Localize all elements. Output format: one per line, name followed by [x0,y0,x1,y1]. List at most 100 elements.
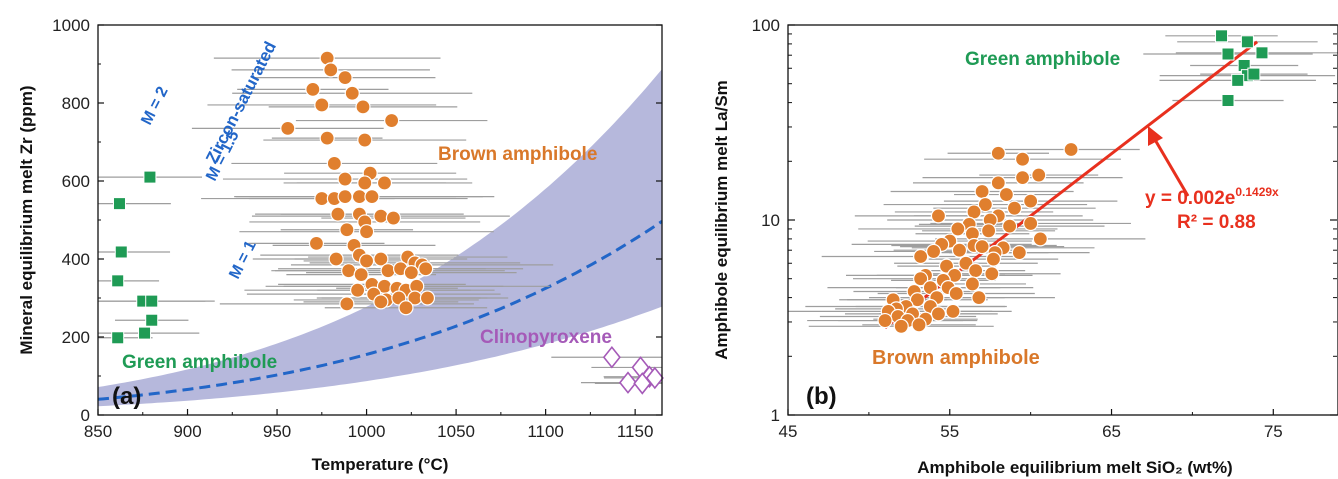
point-brown-amphibole [1031,167,1047,183]
x-tick-label-a: 1000 [348,422,386,441]
point-brown-amphibole [305,81,321,97]
data-points-a [111,50,664,395]
point-brown-amphibole [1063,141,1079,158]
point-green-amphibole [1231,73,1245,87]
zircon-saturated-curve [98,220,662,401]
point-brown-amphibole [323,62,339,78]
point-green-amphibole [111,274,125,288]
point-brown-amphibole [403,265,419,281]
point-brown-amphibole [328,251,344,267]
x-tick-label-b: 45 [779,422,798,441]
point-brown-amphibole [339,296,355,312]
series-label-green-b: Green amphibole [965,49,1120,70]
series-label-brown-b: Brown amphibole [872,347,1040,369]
zircon-saturation-band [98,69,662,407]
axes-b: 45 55 65 75 1 10 100 [752,16,1337,441]
chart-panel-b: 45 55 65 75 1 10 100 Amphibole equilibrium mel… [712,16,1338,477]
point-brown-amphibole [337,70,353,86]
point-brown-amphibole [308,235,325,251]
y-tick-label-b: 100 [752,16,780,35]
point-brown-amphibole [990,175,1006,191]
series-label-green-a: Green amphibole [122,352,277,373]
point-brown-amphibole [314,190,330,207]
point-green-amphibole [143,170,157,184]
point-green-amphibole [1221,94,1235,108]
point-brown-amphibole [964,276,981,292]
point-brown-amphibole [355,99,371,115]
point-green-amphibole [1221,47,1235,61]
point-brown-amphibole [980,223,997,239]
point-brown-amphibole [385,210,402,226]
point-brown-amphibole [353,267,369,283]
y-tick-label-a: 0 [81,406,90,425]
point-brown-amphibole [971,289,987,306]
point-brown-amphibole [985,251,1002,267]
point-brown-amphibole [330,206,346,222]
point-brown-amphibole [344,85,360,101]
annotation-arrow-shaft [1152,137,1190,197]
point-brown-amphibole [419,290,436,306]
point-brown-amphibole [1014,169,1031,186]
point-brown-amphibole [380,263,396,279]
annotation-arrow-head [1148,126,1163,146]
fit-equation-exponent: 0.1429x [1235,185,1279,199]
point-clinopyroxene [633,372,652,395]
point-green-amphibole [111,331,125,345]
point-clinopyroxene [618,371,638,394]
y-tick-label-a: 800 [62,94,90,113]
panel-label-a: (a) [112,383,141,410]
point-brown-amphibole [911,317,927,333]
point-brown-amphibole [913,248,929,265]
annotation-m1: M = 1 [226,238,260,282]
point-brown-amphibole [358,224,375,240]
x-tick-label-a: 950 [263,422,291,441]
x-tick-label-a: 850 [84,422,112,441]
point-brown-amphibole [925,243,942,260]
point-brown-amphibole [1006,200,1023,216]
point-brown-amphibole [1023,215,1039,232]
point-brown-amphibole [376,175,393,191]
point-brown-amphibole [1023,193,1039,209]
point-brown-amphibole [373,294,389,310]
point-brown-amphibole [418,261,434,277]
annotation-m2: M = 2 [138,84,172,128]
point-green-amphibole [1247,67,1261,81]
point-brown-amphibole [398,300,414,316]
point-green-amphibole [114,245,128,259]
point-brown-amphibole [974,239,990,255]
point-green-amphibole [1240,35,1254,49]
point-brown-amphibole [948,285,964,302]
point-brown-amphibole [945,303,961,319]
point-brown-amphibole [998,186,1014,203]
series-label-brown-a: Brown amphibole [438,144,597,165]
point-brown-amphibole [893,318,909,334]
point-brown-amphibole [357,175,373,191]
point-brown-amphibole [974,183,990,200]
point-green-amphibole [1255,46,1269,60]
point-green-amphibole [138,326,152,340]
point-brown-amphibole [314,97,330,113]
x-tick-label-a: 1100 [527,422,564,441]
y-tick-label-b: 1 [771,406,780,425]
chart-panel-a: 850 900 950 1000 1050 1100 1150 0 200 400 600 800 10… [17,16,664,474]
y-tick-label-b: 10 [761,211,780,230]
point-green-amphibole [145,313,159,327]
point-brown-amphibole [1002,218,1018,234]
fit-equation: y = 0.002e0.1429x [1145,185,1279,209]
point-brown-amphibole [909,292,926,308]
point-brown-amphibole [1011,245,1027,261]
fit-r2: R² = 0.88 [1177,212,1256,233]
y-tick-label-a: 200 [62,328,90,347]
point-brown-amphibole [337,171,353,187]
point-brown-amphibole [968,263,984,279]
axis-title-y-a: Mineral equilibrium melt Zr (ppm) [17,85,36,354]
point-brown-amphibole [977,196,993,213]
point-brown-amphibole [319,130,335,146]
point-brown-amphibole [341,263,357,279]
point-brown-amphibole [357,132,373,148]
point-brown-amphibole [364,189,380,205]
y-tick-label-a: 1000 [52,16,90,35]
point-brown-amphibole [913,271,929,287]
point-brown-amphibole [326,155,342,172]
